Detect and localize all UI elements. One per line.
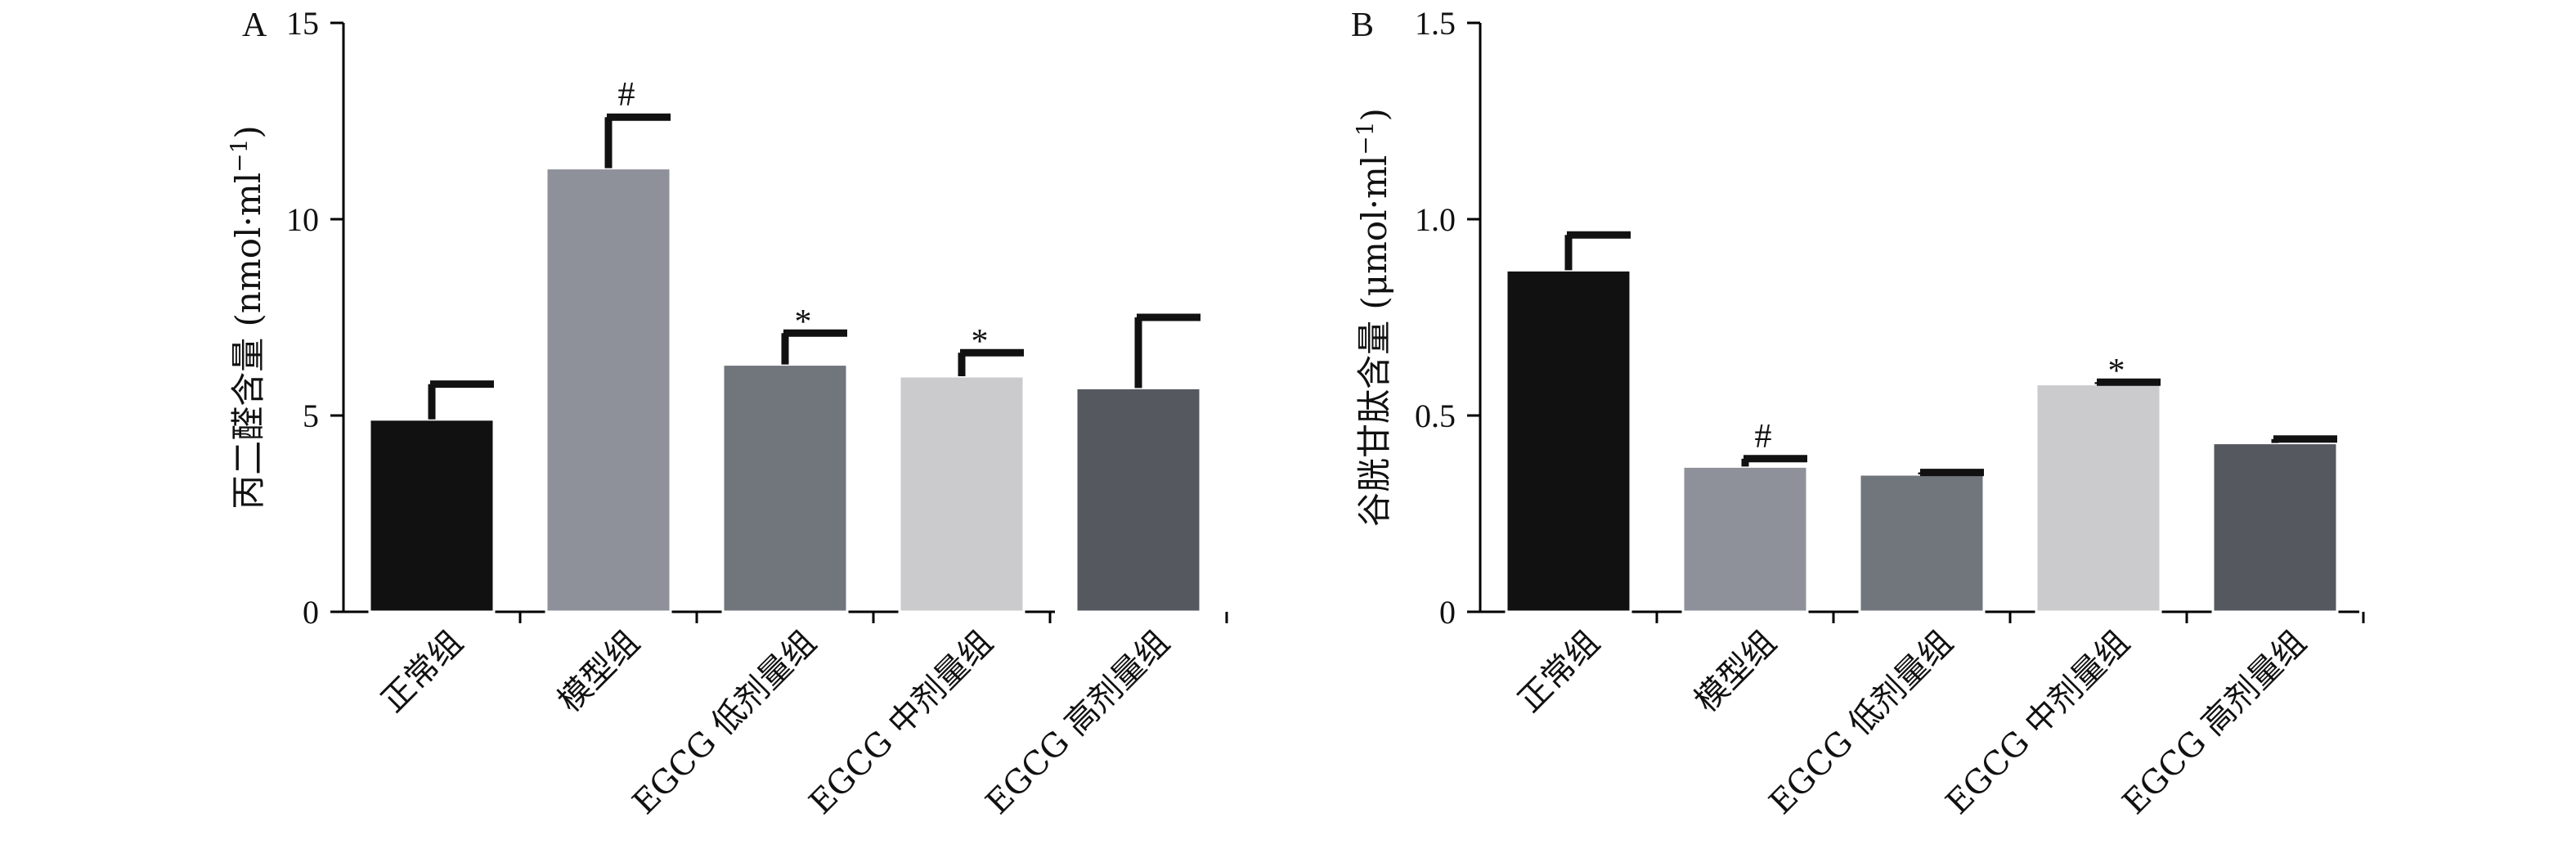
x-category-label: EGCG 中剂量组 bbox=[1939, 624, 2137, 822]
x-category-label: EGCG 低剂量组 bbox=[626, 624, 824, 822]
significance-marker: * bbox=[795, 303, 812, 341]
y-axis-title-text: 谷胱甘肽含量 (μmol·ml bbox=[1354, 155, 1394, 527]
y-axis-title: 谷胱甘肽含量 (μmol·ml−1) bbox=[1352, 108, 1394, 527]
y-tick-label: 0 bbox=[1439, 594, 1456, 631]
y-tick-label: 1.5 bbox=[1415, 5, 1456, 42]
y-axis-title-close: ) bbox=[228, 125, 268, 138]
y-tick-label: 0.5 bbox=[1415, 398, 1456, 434]
bar-1 bbox=[1505, 268, 1632, 613]
x-category-label: 正常组 bbox=[375, 624, 470, 720]
y-axis-title-sup: −1 bbox=[1352, 121, 1379, 155]
x-category-label: 模型组 bbox=[1688, 624, 1784, 720]
significance-marker: * bbox=[972, 323, 989, 361]
panel-label: B bbox=[1351, 7, 1374, 44]
y-tick-label: 15 bbox=[286, 5, 319, 42]
significance-marker: # bbox=[618, 76, 635, 114]
y-tick-label: 10 bbox=[286, 201, 319, 238]
x-category-label: EGCG 高剂量组 bbox=[2116, 624, 2313, 822]
bar-5 bbox=[1075, 386, 1202, 613]
x-category-label: EGCG 高剂量组 bbox=[979, 624, 1177, 822]
bar-3 bbox=[721, 363, 849, 613]
bar-4 bbox=[898, 375, 1025, 613]
bar-1 bbox=[368, 418, 496, 613]
bar-5 bbox=[2211, 442, 2339, 613]
bar-2 bbox=[545, 167, 672, 613]
x-category-label: 模型组 bbox=[551, 624, 647, 720]
y-axis-title-text: 丙二醛含量 (nmol·ml bbox=[228, 173, 268, 510]
y-axis-title-close: ) bbox=[1354, 108, 1394, 121]
panel-label: A bbox=[242, 7, 267, 44]
y-tick-label: 1.0 bbox=[1415, 201, 1456, 238]
significance-marker: * bbox=[2108, 353, 2125, 390]
x-category-label: 正常组 bbox=[1511, 624, 1607, 720]
bar-4 bbox=[2035, 383, 2162, 613]
bar-2 bbox=[1681, 465, 1809, 613]
y-tick-label: 0 bbox=[303, 594, 319, 631]
y-axis-title-sup: −1 bbox=[226, 139, 253, 173]
bar-3 bbox=[1858, 473, 1986, 613]
y-tick-label: 5 bbox=[303, 398, 319, 434]
y-axis-title: 丙二醛含量 (nmol·ml−1) bbox=[226, 125, 268, 510]
x-category-label: EGCG 中剂量组 bbox=[802, 624, 1000, 822]
x-category-label: EGCG 低剂量组 bbox=[1762, 624, 1960, 822]
significance-marker: # bbox=[1755, 418, 1772, 456]
